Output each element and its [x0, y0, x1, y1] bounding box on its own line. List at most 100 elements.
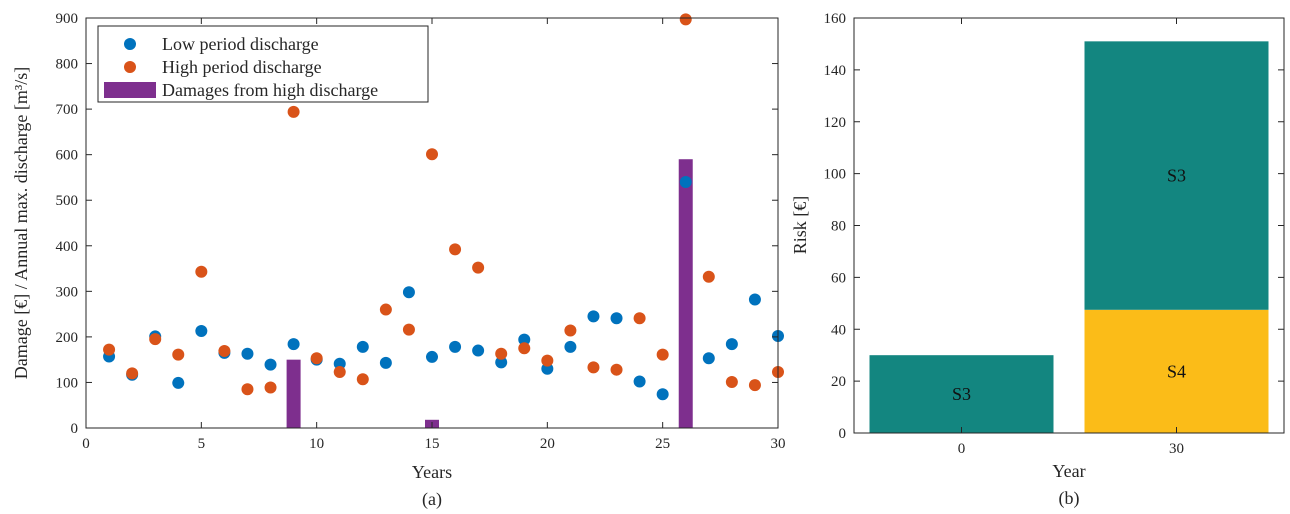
x-tick-label: 10 [309, 436, 324, 452]
high-discharge-point [310, 352, 323, 365]
x-axis-label-a: Years [412, 462, 452, 482]
high-discharge-point [195, 265, 208, 278]
low-discharge-point [241, 347, 254, 360]
high-discharge-point [679, 13, 692, 26]
risk-segment-label: S3 [952, 384, 971, 404]
y-tick-label: 100 [56, 375, 79, 391]
chart-b: S3 S4 S3 0 30 0 20 40 60 80 100 120 140 160 Year Ri… [790, 11, 1285, 509]
high-discharge-point [587, 361, 600, 374]
y-tick-label: 80 [831, 219, 846, 235]
y-tick-label: 200 [56, 330, 79, 346]
low-discharge-point [356, 340, 369, 353]
high-discharge-point [126, 367, 139, 380]
y-tick-label: 700 [56, 102, 79, 118]
damage-bars [286, 159, 693, 428]
low-discharge-point [748, 293, 761, 306]
high-discharge-point [426, 148, 438, 161]
risk-segment [1084, 41, 1269, 310]
high-discharge-point [518, 342, 531, 355]
y-tick-label: 900 [56, 11, 79, 27]
low-discharge-point [633, 375, 646, 388]
x-tick-label: 20 [540, 436, 555, 452]
low-discharge-point [679, 176, 692, 188]
x-tick-label: 30 [1169, 441, 1184, 457]
y-tick-label: 500 [56, 193, 79, 209]
high-discharge-point [472, 261, 485, 274]
y-tick-label: 0 [71, 421, 79, 437]
low-discharge-point [172, 376, 185, 389]
low-discharge-point [541, 362, 554, 375]
legend-marker-low [124, 38, 136, 50]
legend-a: Low period discharge High period dischar… [97, 25, 429, 103]
x-axis-label-b: Year [1052, 461, 1085, 481]
low-discharge-point [472, 344, 485, 357]
high-discharge-point [725, 375, 738, 388]
y-tick-label: 100 [824, 167, 847, 183]
y-tick-label: 40 [831, 322, 846, 338]
y-tick-label: 0 [839, 426, 847, 442]
low-discharge-point [264, 358, 277, 371]
panel-label-a: (a) [422, 489, 442, 510]
x-tick-label: 0 [958, 441, 966, 457]
high-discharge-point [748, 379, 761, 392]
high-discharge-point [402, 323, 415, 336]
legend-label-damage: Damages from high discharge [162, 80, 378, 100]
legend-marker-high [124, 61, 136, 73]
y-ticks-b: 0 20 40 60 80 100 120 140 160 [824, 11, 1284, 442]
y-ticks-a: 0 100 200 300 400 500 600 700 800 900 [56, 11, 778, 437]
high-discharge-point [633, 312, 646, 325]
chart-a: 0 5 10 15 20 25 30 0 100 200 300 400 500 600 700 800 90… [11, 11, 786, 510]
x-ticks-b: 0 30 [958, 18, 1184, 457]
legend-marker-damage [104, 82, 156, 98]
y-tick-label: 800 [56, 57, 79, 73]
low-discharge-point [333, 357, 346, 370]
high-discharge-point [610, 363, 623, 376]
low-discharge-point [195, 324, 208, 337]
low-discharge-point [402, 286, 415, 299]
risk-bars: S3 S4 S3 [869, 41, 1269, 433]
discharge-points [103, 13, 784, 401]
x-tick-label: 30 [771, 436, 786, 452]
low-discharge-point [449, 340, 462, 353]
x-tick-label: 15 [425, 436, 440, 452]
y-tick-label: 600 [56, 148, 79, 164]
y-tick-label: 120 [824, 115, 847, 131]
damage-bar [286, 359, 301, 428]
risk-segment-label: S3 [1167, 166, 1186, 186]
high-discharge-point [103, 343, 116, 356]
risk-segment [869, 355, 1054, 433]
y-axis-label-b: Risk [€] [790, 196, 810, 255]
low-discharge-point [656, 388, 669, 401]
legend-label-high: High period discharge [162, 57, 322, 77]
high-discharge-point [541, 354, 554, 367]
high-discharge-point [702, 270, 715, 283]
y-axis-label-a: Damage [€] / Annual max. discharge [m³/s… [11, 67, 31, 379]
damage-bar [678, 159, 693, 428]
low-discharge-point [587, 310, 600, 323]
low-discharge-point [287, 338, 300, 351]
low-discharge-point [379, 356, 392, 369]
x-tick-label: 0 [82, 436, 90, 452]
x-ticks-a: 0 5 10 15 20 25 30 [82, 18, 786, 452]
high-discharge-point [287, 105, 300, 118]
high-discharge-point [356, 373, 369, 386]
risk-segment [1084, 309, 1269, 433]
high-discharge-point [656, 348, 669, 361]
high-discharge-point [264, 381, 277, 394]
low-discharge-point [495, 356, 508, 369]
low-discharge-point [564, 340, 577, 353]
low-discharge-point [426, 350, 438, 363]
high-discharge-point [333, 365, 346, 378]
low-discharge-point [518, 333, 531, 346]
risk-segment-label: S4 [1167, 361, 1186, 381]
y-tick-label: 20 [831, 374, 846, 390]
high-discharge-point [379, 303, 392, 316]
low-discharge-point [702, 352, 715, 365]
y-tick-label: 300 [56, 284, 79, 300]
x-tick-label: 25 [655, 436, 670, 452]
y-tick-label: 160 [824, 11, 847, 27]
panel-label-b: (b) [1059, 488, 1080, 509]
y-tick-label: 60 [831, 270, 846, 286]
high-discharge-point [149, 333, 162, 346]
